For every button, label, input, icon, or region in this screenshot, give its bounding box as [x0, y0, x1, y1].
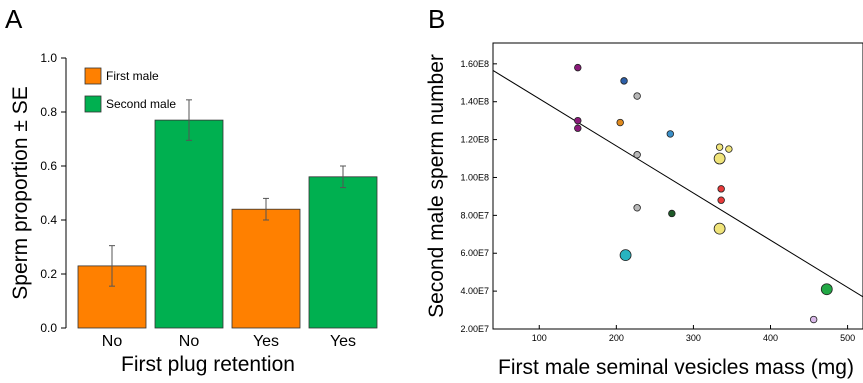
- y-tick-label: 0.8: [40, 105, 57, 119]
- y-tick-label: 6.00E7: [460, 248, 489, 258]
- scatter-point: [619, 249, 632, 262]
- scatter-point: [713, 152, 726, 165]
- y-tick-label: 1.60E8: [460, 59, 489, 69]
- x-tick-label: 400: [763, 333, 778, 343]
- panel-a-y-axis-title: Sperm proportion ± SE: [9, 86, 32, 299]
- legend-label: First male: [106, 69, 159, 83]
- scatter-point: [633, 204, 641, 212]
- panel-a-x-axis-title: First plug retention: [121, 353, 295, 376]
- x-tick-label: 100: [532, 333, 547, 343]
- scatter-point: [574, 63, 582, 72]
- scatter-point: [633, 151, 641, 159]
- y-tick-label: 1.40E8: [460, 97, 489, 107]
- y-tick-label: 8.00E7: [460, 210, 489, 220]
- y-tick-label: 1.00E8: [460, 172, 489, 182]
- scatter-point: [713, 222, 726, 235]
- bar-second-male: [154, 119, 224, 329]
- scatter-point: [717, 196, 725, 204]
- panel-b-y-axis-title: Second male sperm number: [425, 54, 448, 318]
- x-tick-label: 300: [686, 333, 701, 343]
- y-tick-label: 1.20E8: [460, 135, 489, 145]
- x-category-label: No: [102, 333, 123, 350]
- panel-b-plot-frame: [492, 42, 863, 330]
- scatter-point: [715, 143, 724, 151]
- scatter-point: [717, 185, 725, 193]
- scatter-point: [633, 92, 641, 100]
- legend-swatch: [84, 67, 102, 85]
- panel-b-scatter-plot: 2.00E7 4.00E7 6.00E7 8.00E7 1.00E8 1.20E8 1.40…: [425, 42, 863, 379]
- scatter-point: [809, 315, 818, 324]
- regression-line: [492, 70, 863, 298]
- y-tick-label: 0.2: [40, 267, 57, 281]
- legend-label: Second male: [106, 97, 176, 111]
- y-tick-label: 0.6: [40, 159, 57, 173]
- x-tick-label: 200: [609, 333, 624, 343]
- legend-swatch: [84, 95, 102, 113]
- scatter-point: [820, 283, 833, 296]
- scatter-point: [574, 116, 582, 125]
- y-tick-label: 0.4: [40, 213, 57, 227]
- x-tick-label: 500: [840, 333, 855, 343]
- x-category-label: Yes: [330, 333, 356, 350]
- bar-second-male: [308, 176, 378, 329]
- scatter-point: [668, 209, 676, 218]
- y-tick-label: 4.00E7: [460, 286, 489, 296]
- scatter-point: [620, 77, 628, 85]
- x-category-label: No: [179, 333, 200, 350]
- y-tick-label: 2.00E7: [460, 324, 489, 334]
- y-tick-label: 1.0: [40, 51, 57, 65]
- scatter-point: [725, 145, 733, 153]
- panel-a-bar-chart: 0.0 0.2 0.4 0.6 0.8 1.0 No No Yes Yes First male…: [9, 51, 378, 376]
- scatter-point: [616, 118, 624, 127]
- bar-first-male: [231, 208, 301, 329]
- scatter-point: [666, 130, 674, 138]
- y-tick-label: 0.0: [40, 321, 57, 335]
- scatter-point: [574, 124, 582, 132]
- panel-a-label: A: [5, 4, 23, 34]
- panel-b-label: B: [428, 4, 445, 34]
- x-category-label: Yes: [253, 333, 279, 350]
- panel-b-x-axis-title: First male seminal vesicles mass (mg): [498, 356, 854, 379]
